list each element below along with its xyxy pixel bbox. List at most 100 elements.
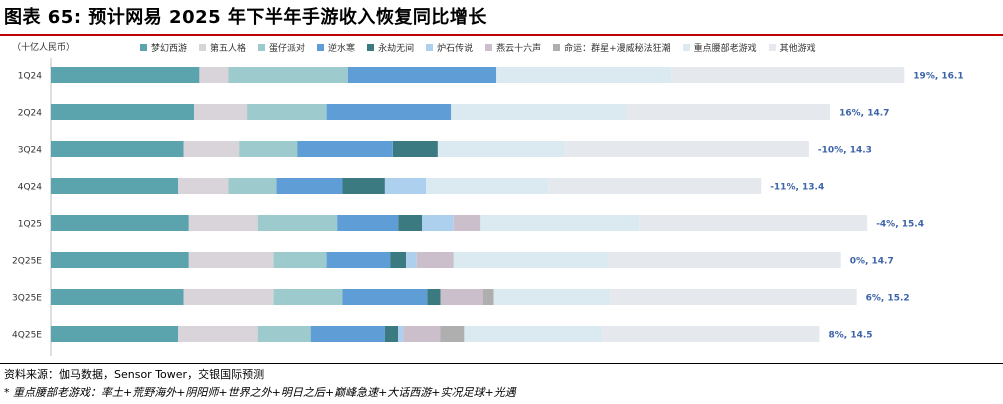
title-rule <box>0 34 1003 36</box>
bar-segment <box>51 141 184 157</box>
legend-item: 梦幻西游 <box>140 41 187 54</box>
data-label: 0%, 14.7 <box>850 257 894 267</box>
bar-segment <box>297 141 393 157</box>
category-label: 2Q25E <box>12 257 42 267</box>
bar-segment <box>228 178 277 194</box>
bar-segment <box>199 67 229 83</box>
category-label: 1Q25 <box>18 220 42 230</box>
bar-segment <box>183 289 274 305</box>
bar-segment <box>390 252 407 268</box>
bar-segment <box>453 215 481 231</box>
bar-segment <box>273 289 343 305</box>
legend-item: 燕云十六声 <box>485 41 541 54</box>
bar-segment <box>384 178 427 194</box>
legend-swatch <box>199 44 207 51</box>
bar-segment <box>183 141 240 157</box>
bar-segment <box>493 289 611 305</box>
bar-segment <box>384 326 399 342</box>
bar-segment <box>342 289 428 305</box>
bar-segment <box>239 141 298 157</box>
data-label: -4%, 15.4 <box>876 220 924 230</box>
legend-swatch <box>367 44 375 51</box>
bar-segment <box>51 252 189 268</box>
bar-segment <box>451 104 627 120</box>
bar-segment <box>51 215 189 231</box>
bar-segment <box>626 104 831 120</box>
bar-segment <box>337 215 399 231</box>
data-label: 16%, 14.7 <box>839 109 889 119</box>
bar-segment <box>426 178 549 194</box>
bar-segment <box>480 215 640 231</box>
data-label: -10%, 14.3 <box>818 146 872 156</box>
bar-segment <box>188 252 274 268</box>
legend-label: 燕云十六声 <box>496 44 542 54</box>
bar-segment <box>257 326 311 342</box>
bar-segment <box>602 326 820 342</box>
bar-segment <box>427 289 441 305</box>
bar-segment <box>178 178 229 194</box>
data-label: 6%, 15.2 <box>866 294 910 304</box>
bar-segment <box>422 215 454 231</box>
legend-swatch <box>426 44 434 51</box>
bar-segment <box>51 326 179 342</box>
bar-segment <box>326 252 391 268</box>
legend-item: 蛋仔派对 <box>258 41 305 54</box>
footer-rule <box>0 363 1003 364</box>
bar-segment <box>548 178 762 194</box>
bar-segment <box>257 215 338 231</box>
bar-segment <box>247 104 327 120</box>
legend-swatch <box>258 44 266 51</box>
bar-segment <box>416 252 454 268</box>
bar-segment <box>639 215 868 231</box>
bar-segment <box>406 252 417 268</box>
data-label: 19%, 16.1 <box>913 72 963 82</box>
bar-segment <box>565 141 809 157</box>
footnote: * 重点腰部老游戏：率土+荒野海外+阴阳师+世界之外+明日之后+巅峰急速+大话西… <box>4 386 516 399</box>
bar-segment <box>276 178 343 194</box>
bar-segment <box>347 67 497 83</box>
legend-item: 永劫无间 <box>367 41 414 54</box>
bar-segment <box>51 178 179 194</box>
data-label: -11%, 13.4 <box>770 183 824 193</box>
legend-label: 永劫无间 <box>378 44 415 54</box>
legend-label: 第五人格 <box>210 44 247 54</box>
bar-segment <box>51 67 200 83</box>
bar-segment <box>496 67 672 83</box>
bar-segment <box>194 104 248 120</box>
bar-segment <box>342 178 385 194</box>
legend-label: 逆水寒 <box>328 44 356 54</box>
legend-swatch <box>682 44 690 51</box>
bar-segment <box>610 289 857 305</box>
legend-label: 炉石传说 <box>437 44 474 54</box>
bar-segment <box>403 326 441 342</box>
legend-swatch <box>140 44 147 51</box>
source-note: 资料来源：伽马数据，Sensor Tower，交银国际预测 <box>4 368 265 381</box>
bar-segment <box>607 252 841 268</box>
legend-swatch <box>317 44 325 51</box>
legend: 梦幻西游 第五人格 蛋仔派对 逆水寒 永劫无间 炉石传说 燕云十六声 命运：群星+漫威秘法狂潮… <box>140 41 1000 54</box>
legend-swatch <box>768 44 776 51</box>
legend-item: 重点腰部老游戏 <box>682 41 757 54</box>
legend-item: 逆水寒 <box>317 41 355 54</box>
legend-label: 梦幻西游 <box>151 44 188 54</box>
bar-segment <box>178 326 258 342</box>
category-label: 4Q25E <box>12 331 42 341</box>
legend-swatch <box>485 44 493 51</box>
legend-item: 第五人格 <box>199 41 246 54</box>
bar-segment <box>188 215 258 231</box>
unit-label: （十亿人民币） <box>12 43 76 53</box>
legend-item: 命运：群星+漫威秘法狂潮 <box>553 41 671 54</box>
bar-chart: 1Q24 19%, 16.1 2Q24 16%, 14.7 3Q24 -10%, 14.3… <box>12 58 964 356</box>
data-label: 8%, 14.5 <box>829 331 873 341</box>
category-label: 3Q25E <box>12 294 42 304</box>
bar-segment <box>326 104 452 120</box>
bar-segment <box>671 67 905 83</box>
chart-title: 图表 65: 预计网易 2025 年下半年手游收入恢复同比增长 <box>4 7 487 28</box>
legend-swatch <box>553 44 561 51</box>
bar-segment <box>228 67 348 83</box>
legend-label: 其他游戏 <box>779 44 816 54</box>
bar-segment <box>453 252 608 268</box>
bar-segment <box>273 252 327 268</box>
legend-item: 其他游戏 <box>768 41 816 54</box>
category-label: 2Q24 <box>18 109 43 119</box>
